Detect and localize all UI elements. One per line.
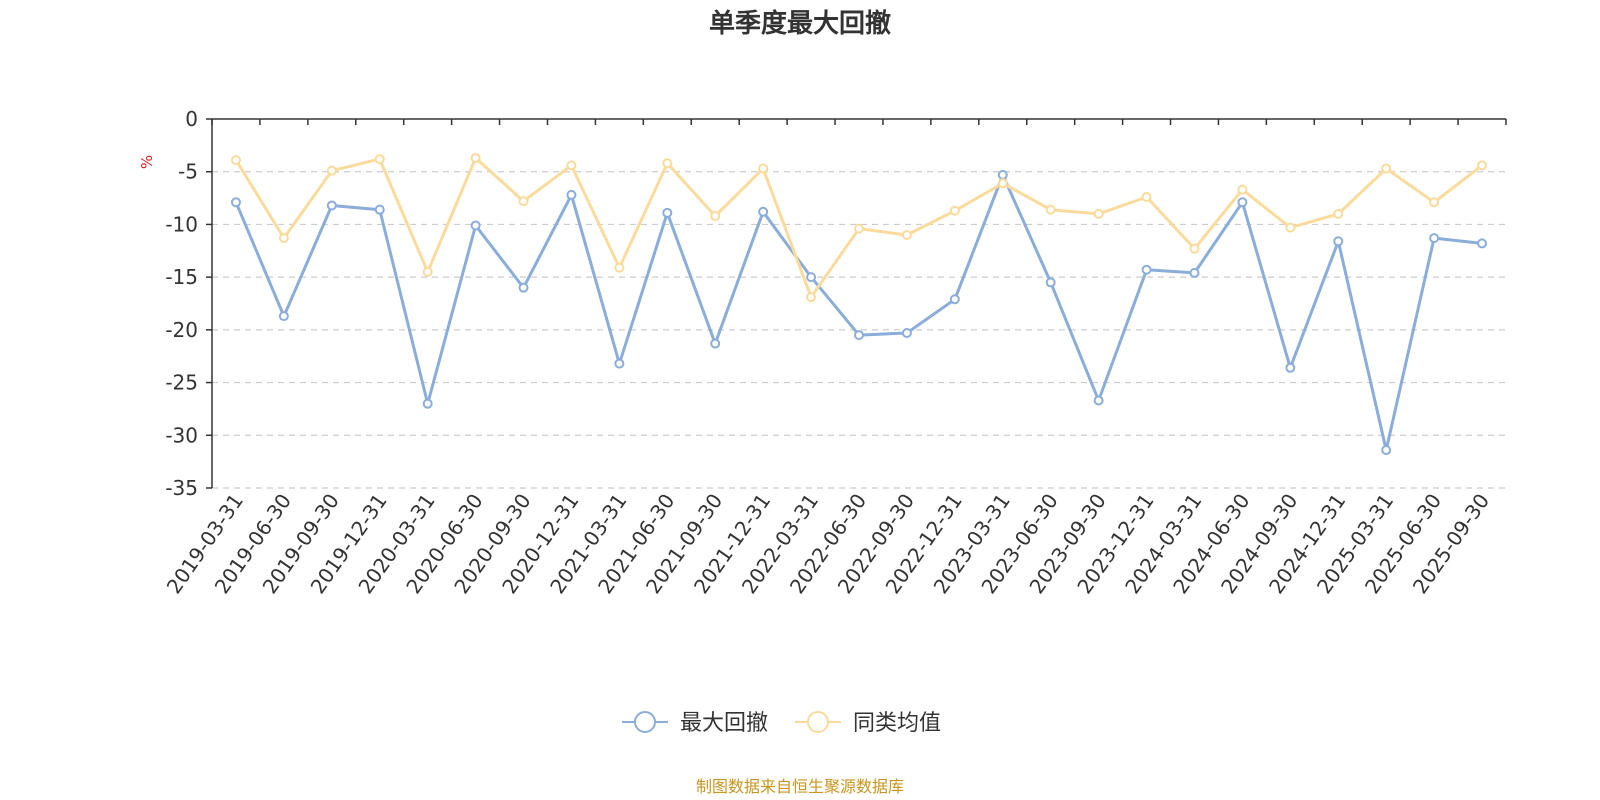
- data-point: [374, 204, 385, 215]
- data-point: [710, 210, 721, 221]
- y-tick-label: -30: [165, 423, 198, 447]
- data-point: [758, 206, 769, 217]
- data-point: [1093, 208, 1104, 219]
- data-point: [1381, 163, 1392, 174]
- data-point: [566, 189, 577, 200]
- series-2: [230, 153, 1488, 303]
- y-tick-label: -20: [165, 318, 198, 342]
- data-point: [422, 398, 433, 409]
- data-point: [997, 178, 1008, 189]
- data-point: [230, 155, 241, 166]
- series-1: [230, 169, 1488, 456]
- data-point: [1333, 236, 1344, 247]
- data-point: [901, 328, 912, 339]
- axes: [211, 118, 1506, 488]
- data-point: [1429, 233, 1440, 244]
- data-point: [662, 158, 673, 169]
- data-point: [758, 163, 769, 174]
- data-point: [1429, 197, 1440, 208]
- data-point: [1141, 192, 1152, 203]
- data-point: [1477, 238, 1488, 249]
- data-point: [374, 154, 385, 165]
- data-point: [1189, 267, 1200, 278]
- y-tick-label: -15: [165, 265, 198, 289]
- legend[interactable]: 最大回撤 同类均值: [622, 711, 941, 736]
- y-tick-label: -10: [165, 212, 198, 236]
- data-point: [1237, 197, 1248, 208]
- data-point: [518, 196, 529, 207]
- data-point: [1045, 277, 1056, 288]
- data-point: [518, 282, 529, 293]
- data-point: [230, 197, 241, 208]
- data-point: [1285, 362, 1296, 373]
- legend-marker: [807, 711, 829, 733]
- series-lines: [230, 153, 1488, 456]
- data-point: [278, 311, 289, 322]
- data-point: [614, 262, 625, 273]
- data-point: [422, 266, 433, 277]
- data-point: [1333, 208, 1344, 219]
- data-point: [326, 165, 337, 176]
- data-point: [326, 200, 337, 211]
- data-point: [614, 358, 625, 369]
- data-point: [278, 233, 289, 244]
- data-point: [1477, 160, 1488, 171]
- data-point: [806, 272, 817, 283]
- data-point: [470, 220, 481, 231]
- data-point: [806, 292, 817, 303]
- data-point: [997, 169, 1008, 180]
- data-point: [566, 160, 577, 171]
- y-tick-label: -5: [178, 160, 198, 184]
- data-point: [1237, 184, 1248, 195]
- data-point: [1381, 445, 1392, 456]
- data-point: [949, 205, 960, 216]
- data-point: [901, 229, 912, 240]
- legend-item-1[interactable]: 最大回撤: [622, 711, 768, 736]
- chart-title: 单季度最大回撤: [709, 8, 891, 39]
- y-tick-label: -35: [165, 476, 198, 500]
- y-axis-ticks: 0 -5 -10 -15 -20 -25 -30 -35: [165, 107, 212, 500]
- data-point: [710, 338, 721, 349]
- data-point: [854, 330, 864, 341]
- data-point: [1285, 222, 1296, 233]
- legend-marker: [634, 711, 656, 733]
- data-point: [854, 223, 864, 234]
- legend-label: 同类均值: [853, 711, 941, 736]
- y-tick-label: -25: [165, 371, 198, 395]
- x-axis-ticks: 2019-03-312019-06-302019-09-302019-12-31…: [162, 119, 1507, 598]
- legend-label: 最大回撤: [680, 711, 768, 736]
- legend-item-2[interactable]: 同类均值: [795, 711, 941, 736]
- data-point: [949, 294, 960, 305]
- source-note: 制图数据来自恒生聚源数据库: [696, 777, 904, 796]
- data-point: [1045, 204, 1056, 215]
- y-tick-label: 0: [185, 107, 198, 131]
- series-line: [234, 173, 1483, 452]
- data-point: [470, 153, 481, 164]
- data-point: [1093, 395, 1104, 406]
- data-point: [1141, 264, 1152, 275]
- data-point: [662, 207, 673, 218]
- data-point: [1189, 243, 1200, 254]
- y-axis-unit: %: [138, 155, 156, 169]
